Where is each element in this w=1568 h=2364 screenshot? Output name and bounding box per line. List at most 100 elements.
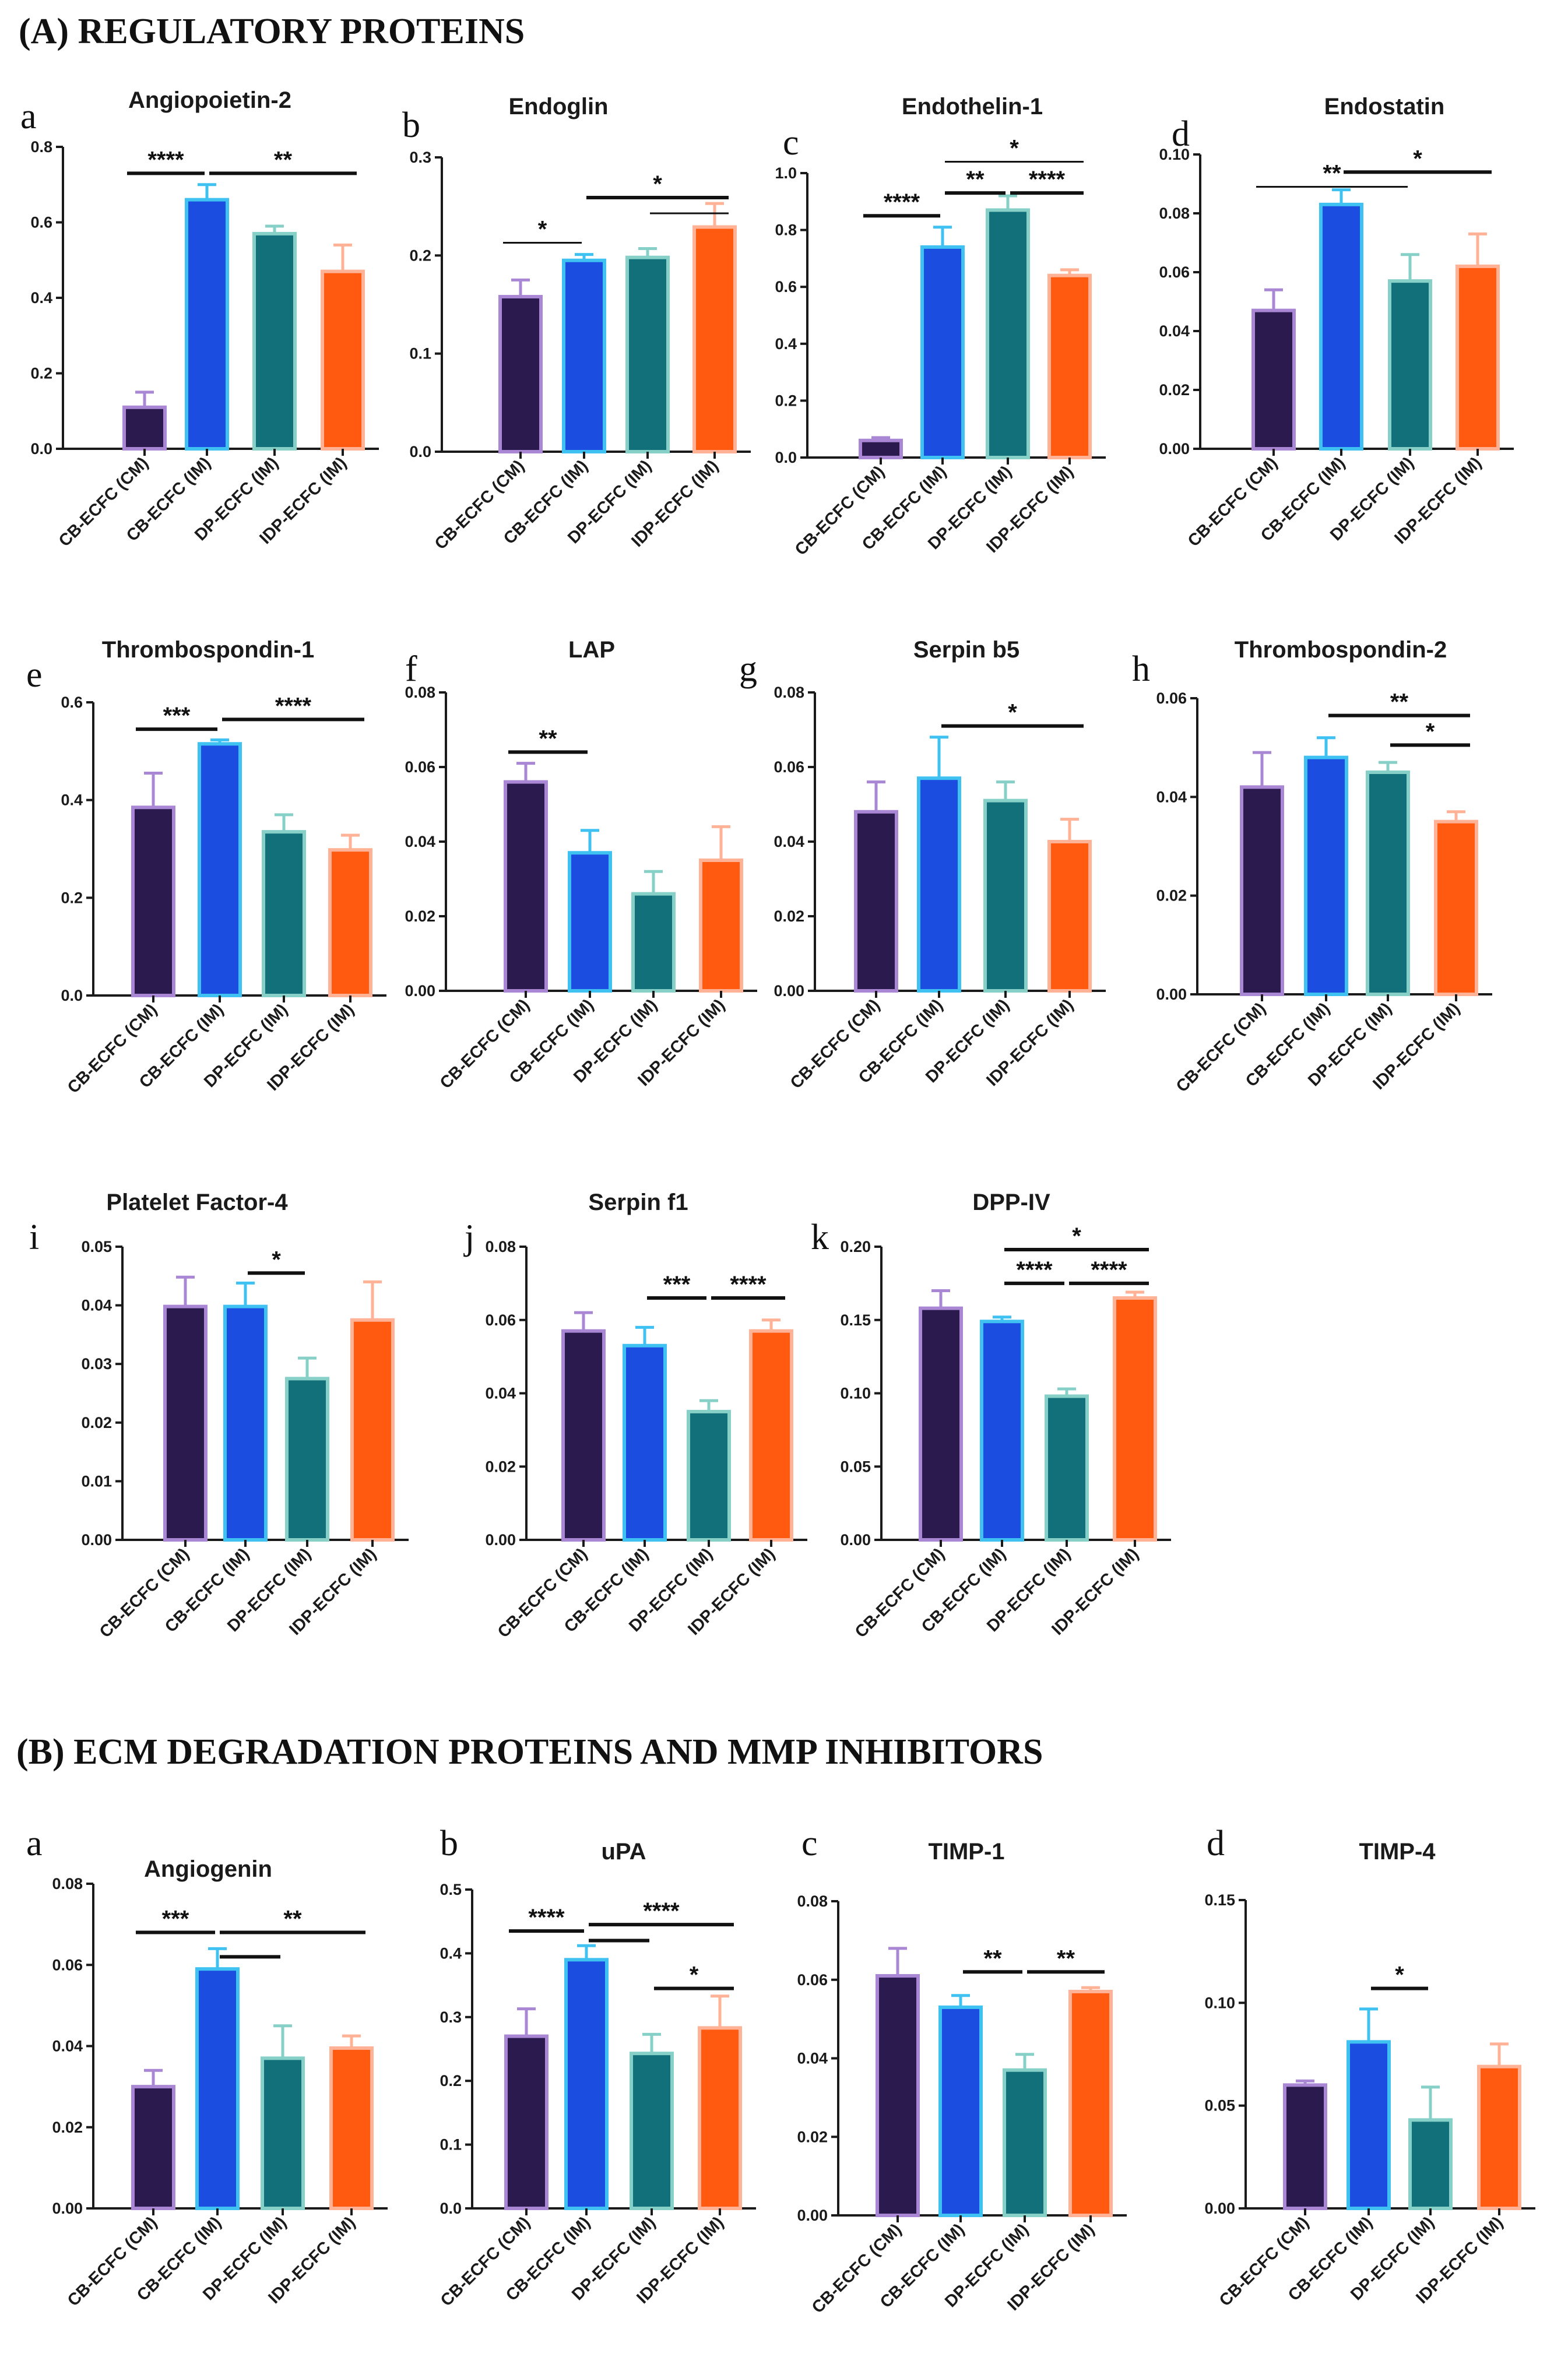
significance-label: * — [272, 1247, 281, 1272]
significance-label: **** — [730, 1272, 767, 1297]
bar — [504, 2034, 549, 2211]
bar — [223, 1304, 268, 1542]
y-tick-label: 0.08 — [52, 1875, 83, 1892]
y-tick-label: 0.8 — [775, 221, 797, 239]
y-tick-label: 0.06 — [774, 758, 804, 776]
significance-label: *** — [163, 703, 191, 729]
bar — [285, 1377, 329, 1542]
y-tick-label: 0.02 — [405, 907, 435, 925]
bar — [562, 258, 606, 453]
significance-label: ** — [966, 167, 985, 192]
y-tick-label: 0.10 — [840, 1385, 871, 1402]
y-tick-label: 0.04 — [1156, 788, 1187, 805]
bar — [630, 2052, 674, 2210]
bar — [1304, 755, 1348, 996]
significance-label: * — [1426, 719, 1435, 744]
significance-label: * — [1010, 135, 1019, 161]
y-tick-label: 0.00 — [774, 982, 804, 1000]
y-tick-label: 0.00 — [840, 1531, 871, 1549]
bar — [1047, 273, 1092, 459]
panel-letter: c — [783, 123, 799, 163]
y-tick-label: 0.02 — [1156, 887, 1187, 905]
significance-label: * — [538, 216, 547, 242]
significance-label: * — [653, 171, 662, 197]
y-tick-label: 0.06 — [405, 758, 435, 776]
y-tick-label: 0.04 — [81, 1297, 112, 1314]
y-tick-label: 0.3 — [409, 149, 431, 166]
y-tick-label: 0.05 — [840, 1458, 871, 1475]
chart-title: Endostatin — [1324, 94, 1445, 119]
bar — [131, 805, 175, 998]
bar — [163, 1304, 208, 1542]
panel-letter: b — [440, 1824, 458, 1863]
y-tick-label: 0.05 — [1204, 2097, 1235, 2115]
panel-letter: d — [1172, 114, 1190, 154]
y-tick-label: 0.00 — [52, 2200, 83, 2217]
bar — [1366, 771, 1410, 996]
bar — [980, 1320, 1024, 1542]
bar — [687, 1409, 731, 1542]
chart-a-h: h Thrombospondin-20.000.020.040.06CB-ECFC… — [1132, 637, 1492, 1096]
bar — [983, 798, 1028, 993]
bar — [131, 2085, 175, 2210]
y-tick-label: 0.0 — [30, 440, 52, 458]
bar — [1477, 2064, 1521, 2210]
y-tick-label: 0.00 — [81, 1531, 112, 1549]
chart-title: Thrombospondin-2 — [1235, 637, 1447, 663]
y-tick-label: 0.1 — [440, 2136, 462, 2154]
chart-title: Serpin f1 — [588, 1190, 688, 1215]
significance-label: **** — [884, 189, 920, 215]
y-tick-label: 0.0 — [775, 449, 797, 466]
y-tick-label: 0.04 — [797, 2050, 828, 2067]
bar — [1003, 2068, 1047, 2217]
bar — [262, 830, 306, 997]
panel-letter: b — [402, 105, 420, 145]
bar — [321, 269, 365, 451]
significance-label: *** — [663, 1272, 691, 1297]
y-tick-label: 0.04 — [52, 2038, 83, 2055]
bar — [699, 859, 743, 993]
y-tick-label: 0.4 — [440, 1944, 462, 1962]
significance-label: **** — [275, 693, 312, 719]
chart-a-d: dEndostatin0.000.020.040.060.080.10CB-EC… — [1159, 94, 1514, 550]
y-tick-label: 0.0 — [61, 987, 83, 1004]
y-tick-label: 0.2 — [440, 2072, 462, 2089]
bar — [252, 231, 297, 451]
bar — [919, 1306, 963, 1542]
bar — [986, 208, 1030, 459]
bar — [329, 2046, 374, 2210]
panel-letter: g — [739, 649, 757, 689]
y-tick-label: 0.20 — [840, 1238, 871, 1255]
bar — [1388, 279, 1432, 451]
bar — [1408, 2118, 1453, 2210]
chart-title: LAP — [568, 637, 615, 663]
y-tick-label: 0.03 — [81, 1355, 112, 1373]
chart-title: Serpin b5 — [913, 637, 1019, 663]
y-tick-label: 0.08 — [485, 1238, 516, 1255]
bar — [876, 1974, 920, 2217]
bar — [917, 776, 961, 993]
charts-container: a Angiopoietin-20.00.20.40.60.8CB-ECFC (C… — [20, 87, 1535, 2317]
chart-title: uPA — [601, 1839, 646, 1865]
y-tick-label: 0.00 — [797, 2207, 828, 2224]
y-tick-label: 0.01 — [81, 1472, 112, 1490]
significance-label: * — [1072, 1223, 1081, 1249]
y-tick-label: 0.02 — [774, 907, 804, 925]
significance-label: * — [1395, 1962, 1404, 1988]
section-title-regulatory: (A) REGULATORY PROTEINS — [19, 12, 525, 51]
y-tick-label: 0.1 — [409, 345, 431, 363]
significance-label: **** — [147, 147, 184, 173]
significance-label: * — [690, 1962, 699, 1988]
y-tick-label: 0.06 — [1159, 263, 1190, 281]
significance-label: ** — [1057, 1946, 1075, 1971]
significance-label: ** — [983, 1946, 1002, 1971]
y-tick-label: 0.00 — [405, 982, 435, 1000]
y-tick-label: 0.02 — [485, 1458, 516, 1475]
chart-title: TIMP-1 — [928, 1839, 1004, 1865]
panel-letter: h — [1132, 649, 1150, 689]
y-tick-label: 0.08 — [797, 1892, 828, 1910]
